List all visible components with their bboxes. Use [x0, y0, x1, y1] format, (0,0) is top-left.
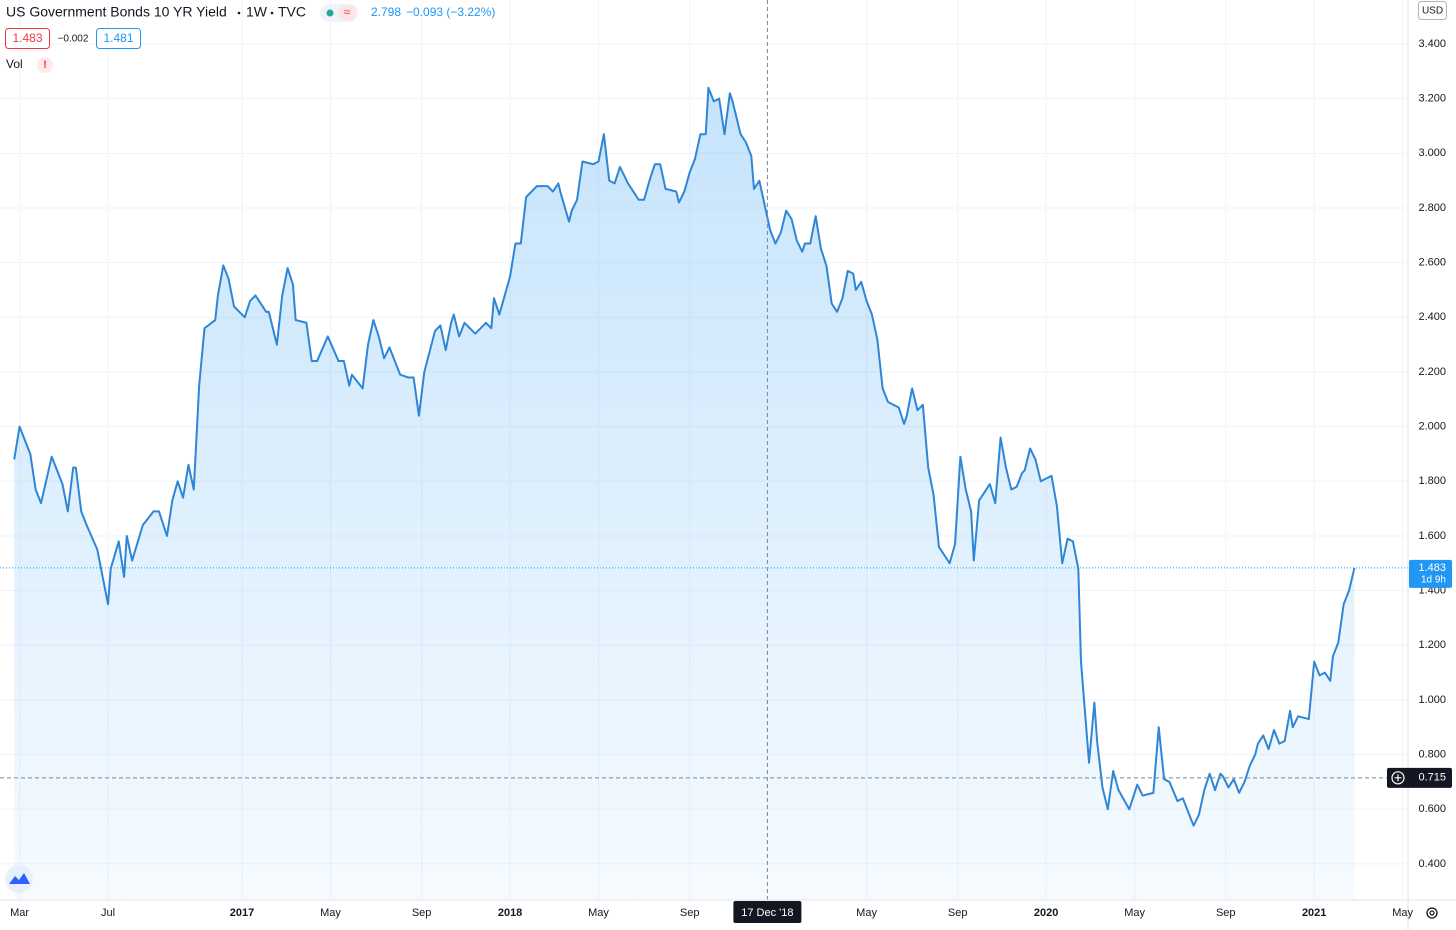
x-tick-label: May	[856, 907, 877, 919]
y-tick-label: 1.000	[1418, 694, 1446, 706]
y-tick-label: 2.800	[1418, 202, 1446, 214]
symbol-title: US Government Bonds 10 YR Yield	[6, 4, 227, 20]
logo-icon	[9, 873, 30, 884]
x-tick-label: Sep	[948, 907, 968, 919]
ask-box[interactable]	[96, 28, 141, 49]
add-alert-icon	[1394, 774, 1402, 782]
x-tick-label: May	[588, 907, 609, 919]
y-tick-label: 3.000	[1418, 147, 1446, 159]
y-tick-label: 1.800	[1418, 475, 1446, 487]
y-tick-label: 0.600	[1418, 803, 1446, 815]
x-tick-label: 2021	[1302, 907, 1326, 919]
header-value: 2.798	[371, 5, 401, 19]
plot	[13, 86, 1356, 901]
indicator-alert: !	[43, 59, 47, 71]
crosshair-x-label: 17 Dec '18	[741, 907, 793, 919]
y-tick-label: 2.200	[1418, 366, 1446, 378]
separator	[270, 11, 274, 15]
interval: 1W	[246, 4, 268, 20]
x-tick-label: Mar	[10, 907, 29, 919]
y-tick-label: 1.200	[1418, 639, 1446, 651]
countdown: 1d 9h	[1421, 575, 1446, 586]
y-tick-label: 1.600	[1418, 530, 1446, 542]
x-tick-label: 2017	[230, 907, 254, 919]
delayed-badge	[338, 5, 356, 21]
delayed-icon: ≈	[344, 5, 351, 19]
x-tick-label: May	[320, 907, 341, 919]
y-tick-label: 2.000	[1418, 421, 1446, 433]
x-tick-label: Sep	[680, 907, 700, 919]
currency: USD	[1422, 6, 1443, 17]
add-alert-button[interactable]	[1391, 771, 1405, 785]
crosshair-y-label: 0.715	[1418, 772, 1446, 784]
y-tick-label: 3.400	[1418, 38, 1446, 50]
x-tick-label: 2018	[498, 907, 522, 919]
separator	[237, 11, 241, 15]
y-tick-label: 2.400	[1418, 311, 1446, 323]
x-tick-label: May	[1124, 907, 1145, 919]
y-tick-label: 0.400	[1418, 858, 1446, 870]
logo[interactable]	[5, 865, 33, 893]
x-tick-label: May	[1392, 907, 1413, 919]
market-status-dot	[326, 9, 334, 17]
crosshair-y-box	[1387, 767, 1452, 788]
indicator-alert-bg[interactable]	[37, 57, 53, 73]
settings-icon[interactable]	[1426, 907, 1438, 919]
header: US Government Bonds 10 YR Yield 1W TVC ≈…	[5, 4, 495, 73]
last-price-box	[1409, 559, 1452, 588]
axes: 0.4000.6000.8001.0001.2001.4001.6001.800…	[10, 38, 1452, 923]
ask: 1.481	[103, 31, 133, 45]
x-tick-label: Sep	[412, 907, 432, 919]
crosshair-x-box	[733, 901, 802, 923]
x-tick-label: 2020	[1034, 907, 1058, 919]
y-tick-label: 2.600	[1418, 257, 1446, 269]
last-price-label: 1.483	[1418, 562, 1446, 574]
indicator-name: Vol	[6, 57, 23, 71]
header-change: −0.093 (−3.22%)	[406, 5, 495, 19]
x-tick-label: Sep	[1216, 907, 1236, 919]
bid: 1.483	[12, 31, 42, 45]
overlay	[0, 0, 1408, 900]
y-tick-label: 0.800	[1418, 749, 1446, 761]
x-tick-label: Jul	[101, 907, 115, 919]
currency-box[interactable]	[1418, 1, 1447, 20]
line	[13, 86, 1356, 827]
area-fill	[14, 87, 1355, 901]
bid-box[interactable]	[5, 28, 50, 49]
spread: −0.002	[58, 34, 89, 45]
y-tick-label: 3.200	[1418, 93, 1446, 105]
exchange: TVC	[278, 4, 306, 20]
